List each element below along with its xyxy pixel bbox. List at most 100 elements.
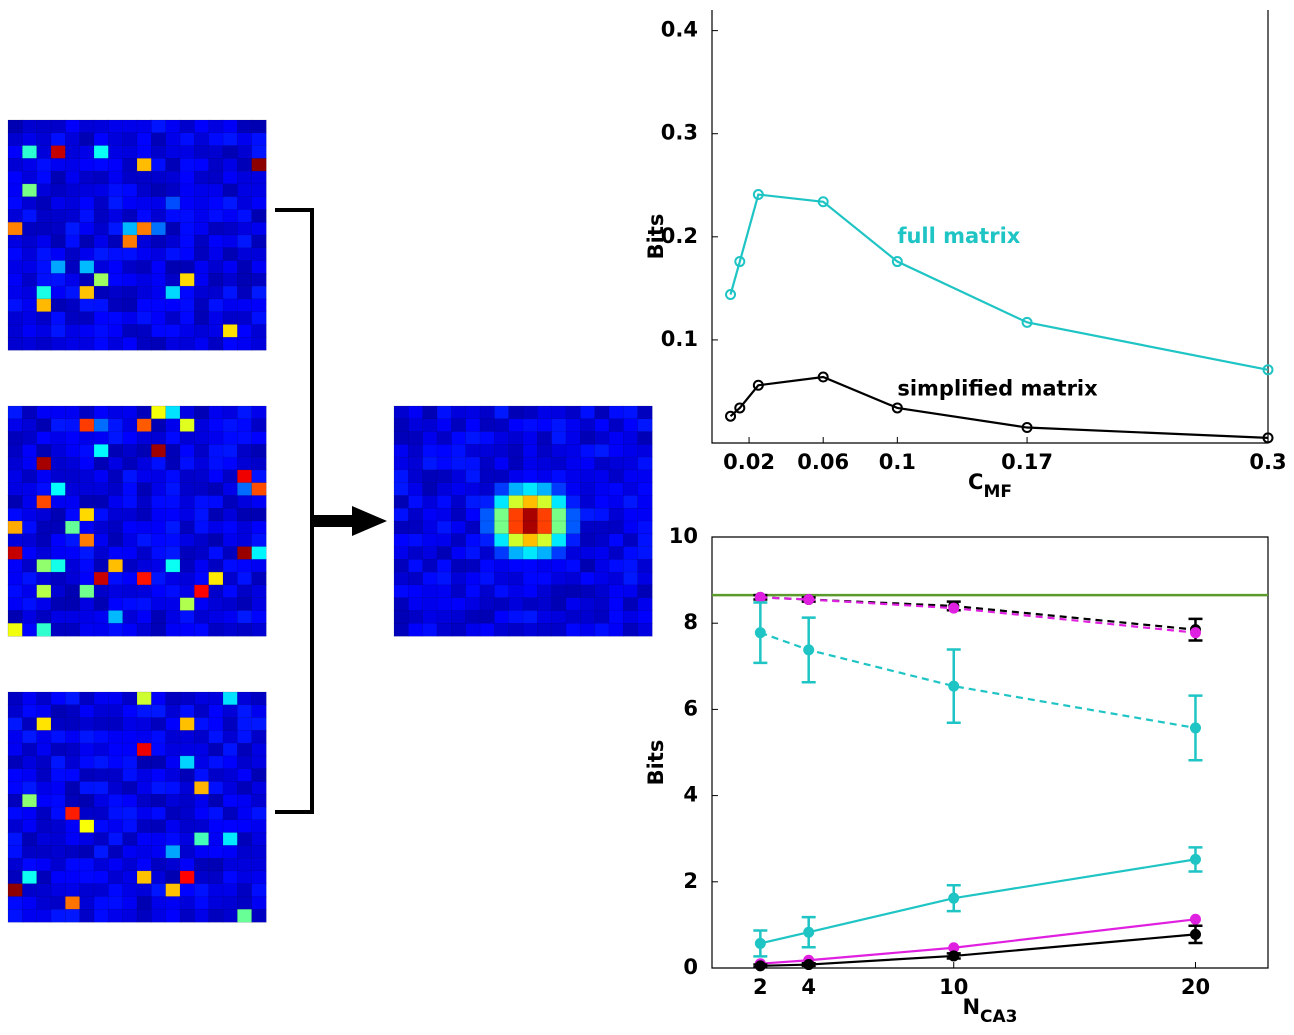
heatmap-cell [179,806,195,821]
heatmap-cell [36,819,52,834]
heatmap-cell [451,533,467,548]
heatmap-cell [179,507,195,522]
heatmap-cell [93,883,109,897]
heatmap-cell [465,571,481,586]
heatmap-cell [194,845,210,859]
heatmap-cell [451,610,467,624]
heatmap-cell [251,845,267,859]
heatmap-cell [436,444,452,458]
heatmap-cell [508,622,524,637]
heatmap-cell [222,870,238,885]
heatmap-cell [136,781,152,795]
heatmap-cell [222,336,238,351]
heatmap-cell [194,285,210,300]
heatmap-cell [251,742,267,757]
heatmap-cell [522,597,538,611]
heatmap-cell [208,717,224,731]
heatmap-cell [108,819,124,834]
heatmap-cell [237,717,253,731]
heatmap-cell [594,622,610,637]
heatmap-cell [151,691,167,706]
heatmap-cell [436,584,452,599]
marker [948,892,960,904]
heatmap-cell [565,533,581,548]
heatmap-cell [36,209,52,223]
heatmap-cell [537,456,553,471]
heatmap-cell [422,405,438,420]
heatmap-cell [623,418,639,433]
heatmap-cell [479,622,495,637]
heatmap-cell [151,610,167,624]
heatmap-cell [165,183,181,198]
heatmap-cell [65,768,81,782]
heatmap-cell [436,597,452,611]
heatmap-cell [565,444,581,458]
heatmap-cell [165,482,181,496]
heatmap-cell [22,870,38,885]
heatmap-cell [151,704,167,719]
heatmap-cell [222,691,238,706]
x-tick-label: 0.02 [723,450,775,474]
heatmap-cell [251,819,267,834]
series-line [760,933,1196,967]
heatmap-cell [93,234,109,249]
heatmap-cell [165,597,181,611]
heatmap-cell [608,610,624,624]
heatmap-cell [179,183,195,198]
heatmap-cell [194,520,210,535]
heatmap-cell [637,444,653,458]
heatmap-cell [122,247,138,262]
heatmap-cell [93,170,109,185]
heatmap-cell [22,742,38,757]
heatmap-cell [237,132,253,147]
heatmap-cell [22,418,38,433]
heatmap-cell [551,622,567,637]
marker [803,926,815,938]
heatmap-cell [93,755,109,770]
heatmap-cell [79,132,95,147]
heatmap-cell [151,132,167,147]
heatmap-cell [93,132,109,147]
heatmap-cell [136,546,152,560]
heatmap-cell [136,418,152,433]
heatmap-cell [522,520,538,535]
heatmap-cell [93,768,109,782]
heatmap-cell [237,196,253,210]
heatmap-cell [136,234,152,249]
heatmap-cell [151,469,167,484]
heatmap-cell [151,431,167,445]
heatmap-cell [251,405,267,420]
heatmap-cell [251,704,267,719]
heatmap-cell [22,730,38,744]
heatmap-cell [65,533,81,548]
heatmap-cell [165,768,181,782]
heatmap-cell [393,520,409,535]
heatmap-cell [251,444,267,458]
heatmap-cell [237,311,253,325]
heatmap-cell [122,845,138,859]
heatmap-cell [65,260,81,274]
heatmap-cell [451,520,467,535]
heatmap-cell [179,691,195,706]
heatmap-cell [508,431,524,445]
heatmap-cell [237,469,253,484]
heatmap-cell [194,755,210,770]
heatmap-cell [222,431,238,445]
marker [725,289,737,301]
heatmap-cell [508,495,524,509]
heatmap-cell [623,559,639,573]
heatmap-cell [36,495,52,509]
y-tick-label: 0.2 [661,224,698,248]
heatmap-cell [65,311,81,325]
heatmap-cell [208,908,224,923]
heatmap-cell [79,495,95,509]
heatmap-cell [522,495,538,509]
heatmap-cell [79,755,95,770]
heatmap-cell [36,273,52,287]
heatmap-cell [151,896,167,910]
heatmap-cell [623,469,639,484]
heatmap-cell [36,234,52,249]
heatmap-cell [22,145,38,159]
heatmap-cell [7,755,23,770]
